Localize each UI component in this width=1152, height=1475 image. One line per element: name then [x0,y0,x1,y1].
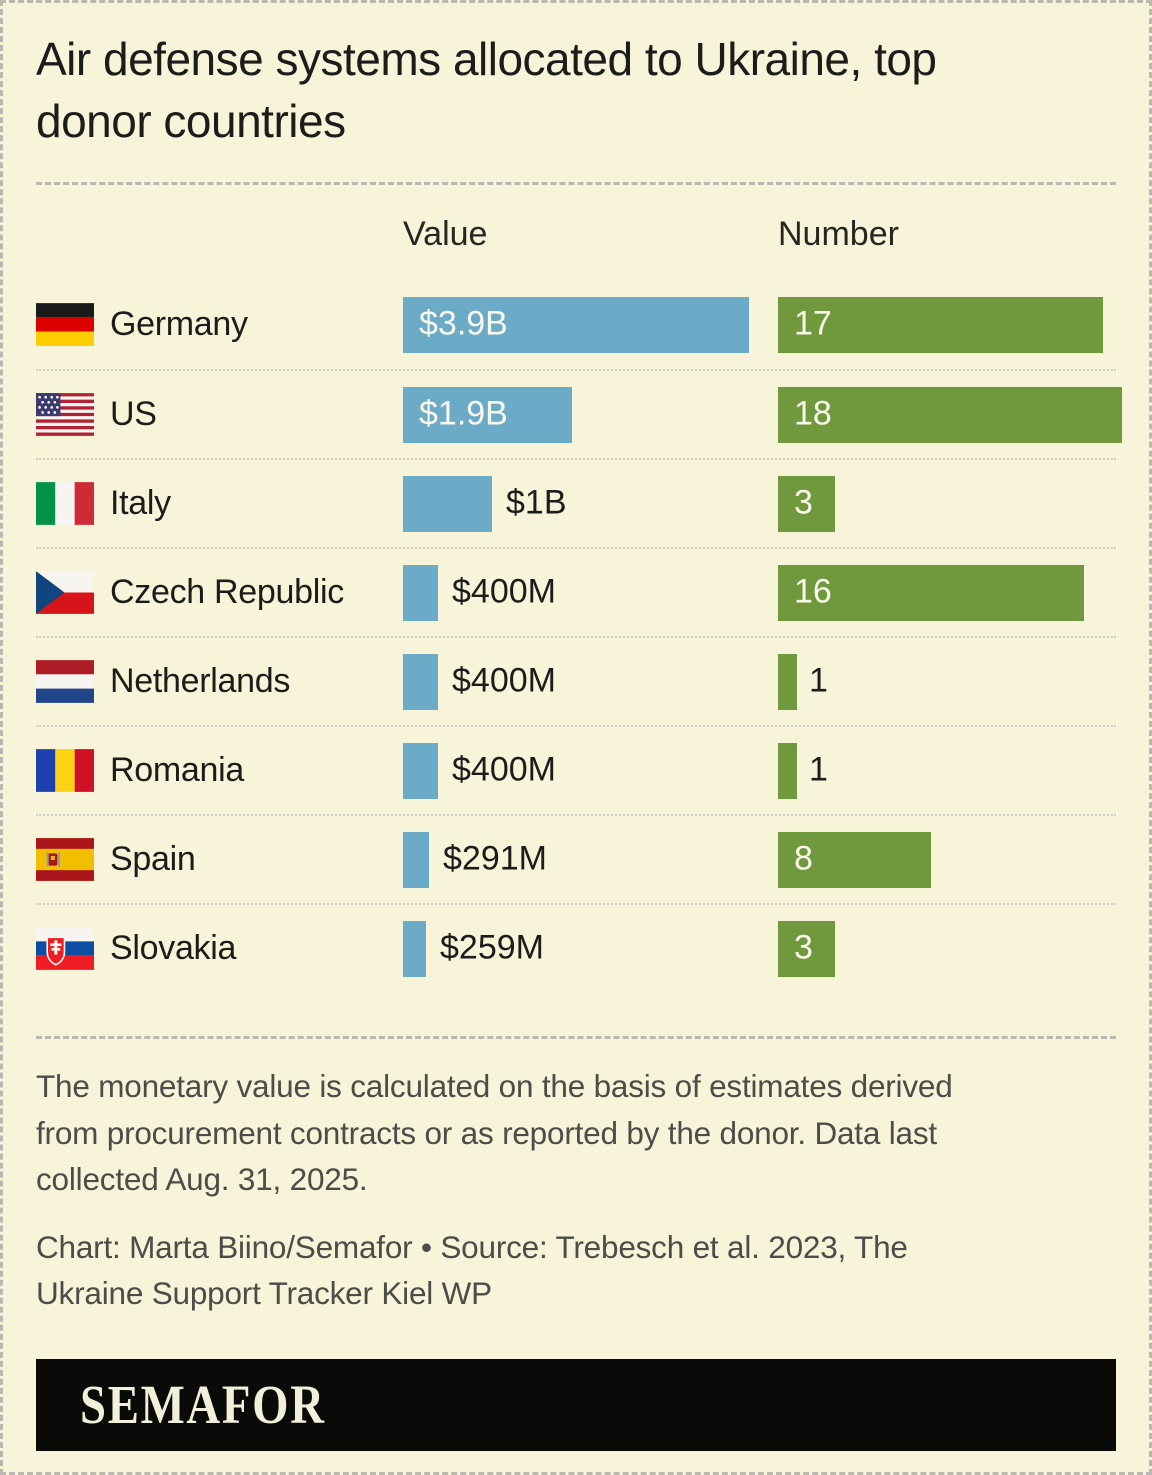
value-bar-label: $3.9B [419,304,508,343]
value-bar [403,386,572,443]
number-bar-cell: 3 [778,475,1116,532]
value-bar-label: $259M [440,928,544,967]
value-bar [403,564,438,621]
value-bar-cell: $400M [403,742,778,799]
credit-text: Chart: Marta Biino/Semafor • Source: Tre… [36,1229,908,1312]
number-bar-cell: 17 [778,296,1116,353]
italy-flag-icon [36,482,94,526]
table-row-czech-republic: Czech Republic $400M 16 [36,547,1116,636]
page-title: Air defense systems allocated to Ukraine… [36,33,937,147]
number-bar-label: 16 [794,572,832,611]
chart-rows: Germany $3.9B 17 US $1.9B [36,280,1122,992]
number-bar-cell: 1 [778,742,1116,799]
country-label: Italy [110,484,171,523]
table-row-netherlands: Netherlands $400M 1 [36,636,1116,725]
value-bar-cell: $400M [403,653,778,710]
country-cell: Czech Republic [36,571,403,615]
number-bar [778,742,797,799]
table-row-slovakia: Slovakia $259M 3 [36,903,1116,992]
value-bar-cell: $3.9B [403,296,778,353]
czech-republic-flag-icon [36,571,94,615]
value-bar-label: $1B [506,483,567,522]
number-bar-cell: 8 [778,831,1116,888]
value-bar [403,475,492,532]
number-bar [778,386,1122,443]
number-bar [778,831,931,888]
number-bar-label: 3 [794,483,813,522]
table-row-romania: Romania $400M 1 [36,725,1116,814]
table-row-us: US $1.9B 18 [36,369,1122,458]
number-bar [778,296,1103,353]
value-bar [403,742,438,799]
value-bar-cell: $1B [403,475,778,532]
value-bar-label: $291M [443,839,547,878]
value-bar [403,920,426,977]
number-bar-label: 1 [809,661,828,700]
country-label: Czech Republic [110,573,344,612]
table-row-spain: Spain $291M 8 [36,814,1116,903]
country-cell: Spain [36,838,403,882]
country-label: Germany [110,305,248,344]
number-bar-cell: 18 [778,386,1122,443]
footnote-text: The monetary value is calculated on the … [36,1068,953,1197]
column-header-value: Value [403,215,488,254]
country-cell: US [36,393,403,437]
number-bar [778,475,835,532]
number-bar-label: 17 [794,304,832,343]
value-bar-cell: $400M [403,564,778,621]
value-bar-label: $1.9B [419,394,508,433]
number-bar-label: 18 [794,394,832,433]
table-row-germany: Germany $3.9B 17 [36,280,1116,369]
number-bar-cell: 1 [778,653,1116,710]
slovakia-flag-icon [36,927,94,971]
number-bar-label: 3 [794,928,813,967]
number-bar-cell: 3 [778,920,1116,977]
country-label: US [110,395,157,434]
column-headers: Value Number [36,185,1116,280]
country-cell: Italy [36,482,403,526]
number-bar [778,564,1084,621]
romania-flag-icon [36,749,94,793]
value-bar-cell: $259M [403,920,778,977]
footer-separator [36,1036,1116,1040]
value-bar-label: $400M [452,661,556,700]
value-bar [403,831,429,888]
number-bar [778,653,797,710]
value-bar [403,653,438,710]
value-bar-label: $400M [452,572,556,611]
value-bar-label: $400M [452,750,556,789]
number-bar-cell: 16 [778,564,1116,621]
column-header-number: Number [778,215,899,254]
country-cell: Netherlands [36,660,403,704]
title-separator [36,182,1116,186]
semafor-logo-bar: SEMAFOR [36,1358,1116,1451]
country-label: Spain [110,840,196,879]
country-label: Romania [110,751,244,790]
germany-flag-icon [36,303,94,347]
country-cell: Romania [36,749,403,793]
netherlands-flag-icon [36,660,94,704]
country-label: Slovakia [110,929,237,968]
number-bar-label: 1 [809,750,828,789]
value-bar-cell: $291M [403,831,778,888]
value-bar-cell: $1.9B [403,386,778,443]
country-cell: Slovakia [36,927,403,971]
us-flag-icon [36,393,94,437]
number-bar-label: 8 [794,839,813,878]
number-bar [778,920,835,977]
table-row-italy: Italy $1B 3 [36,458,1116,547]
value-bar [403,296,749,353]
spain-flag-icon [36,838,94,882]
country-cell: Germany [36,303,403,347]
country-label: Netherlands [110,662,291,701]
semafor-logo: SEMAFOR [80,1374,326,1436]
